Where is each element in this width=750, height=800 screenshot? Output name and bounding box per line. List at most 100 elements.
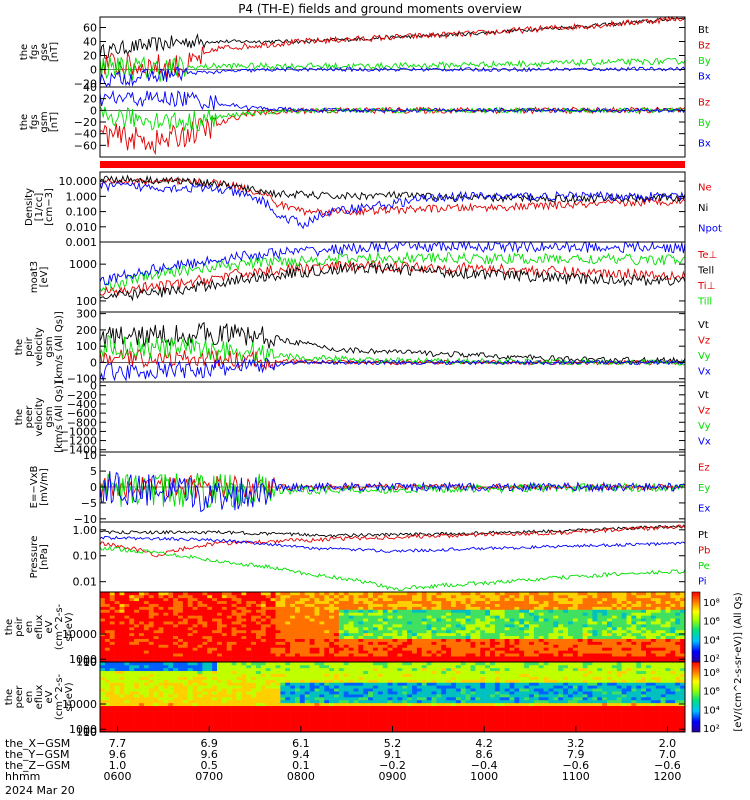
heat-cell — [377, 632, 384, 637]
heat-cell — [129, 726, 135, 730]
heat-cell — [119, 644, 125, 648]
heat-cell — [153, 708, 159, 712]
heat-cell — [602, 624, 608, 628]
heat-cell — [592, 603, 598, 607]
heat-cell — [665, 644, 671, 648]
heat-cell — [134, 699, 140, 704]
heat-cell — [304, 612, 310, 616]
heat-cell — [363, 600, 369, 604]
heat-cell — [158, 670, 164, 674]
heat-cell — [519, 629, 525, 634]
heat-cell — [397, 647, 403, 651]
y-axis-label: Density [1/cc] [cm−3] — [24, 188, 55, 226]
heat-cell — [265, 638, 271, 642]
heat-cell — [650, 594, 657, 599]
heat-cell — [480, 644, 486, 648]
heat-cell — [197, 699, 203, 704]
heat-cell — [519, 644, 525, 648]
heat-cell — [592, 609, 598, 613]
heat-cell — [304, 650, 310, 654]
heat-cell — [178, 612, 184, 616]
heat-cell — [256, 679, 262, 683]
heat-cell — [675, 638, 681, 642]
heat-cell — [412, 664, 418, 669]
heat-cell — [363, 627, 369, 631]
heat-cell — [529, 627, 535, 631]
heat-cell — [353, 711, 359, 715]
y-tick-label: 100 — [76, 295, 97, 308]
heat-cell — [212, 699, 218, 704]
heat-cell — [543, 653, 549, 657]
heat-cell — [650, 615, 657, 619]
heat-cell — [217, 717, 223, 721]
series-Pe — [99, 545, 686, 592]
heat-cell — [377, 606, 384, 610]
heat-cell — [548, 606, 554, 610]
heat-cell — [197, 603, 203, 607]
heat-cell — [343, 714, 349, 718]
heat-cell — [221, 676, 228, 680]
heat-cell — [587, 621, 593, 625]
heat-cell — [295, 653, 301, 657]
heat-cell — [148, 606, 154, 610]
heat-cell — [134, 592, 140, 596]
heat-cell — [275, 673, 281, 677]
heat-cell — [611, 635, 618, 639]
heat-cell — [616, 615, 622, 619]
heat-cell — [387, 632, 393, 637]
heat-cell — [602, 600, 608, 604]
heat-cell — [392, 632, 398, 637]
heat-cell — [343, 694, 349, 698]
heat-cell — [202, 670, 208, 674]
heat-cell — [270, 618, 276, 622]
heat-cell — [231, 609, 237, 613]
heat-cell — [114, 723, 120, 727]
heat-cell — [192, 647, 198, 651]
heat-cell — [665, 621, 671, 625]
heat-cell — [397, 699, 403, 704]
heat-cell — [387, 615, 393, 619]
heat-cell — [197, 650, 203, 654]
heat-cell — [285, 670, 291, 674]
heat-cell — [421, 662, 427, 666]
heat-cell — [299, 618, 306, 622]
heat-cell — [373, 676, 379, 680]
heat-cell — [304, 708, 310, 712]
heat-cell — [324, 629, 330, 634]
heat-cell — [455, 644, 462, 648]
heat-cell — [319, 659, 325, 663]
heat-cell — [280, 685, 286, 689]
heat-cell — [329, 708, 335, 712]
heat-cell — [592, 656, 598, 660]
heat-cell — [353, 603, 359, 607]
heat-cell — [265, 688, 271, 692]
heat-cell — [626, 659, 632, 663]
heat-cell — [197, 656, 203, 660]
heat-cell — [675, 600, 681, 604]
heat-cell — [348, 641, 354, 645]
heat-cell — [597, 603, 603, 607]
heat-cell — [275, 618, 281, 622]
heat-cell — [143, 647, 150, 651]
heat-cell — [168, 676, 174, 680]
heat-cell — [397, 664, 403, 669]
heat-cell — [407, 708, 413, 712]
heat-cell — [353, 667, 359, 672]
heat-cell — [168, 656, 174, 660]
heat-cell — [621, 650, 627, 654]
heat-cell — [636, 597, 642, 602]
heat-cell — [631, 621, 637, 625]
heat-cell — [568, 641, 574, 645]
heat-cell — [426, 711, 432, 715]
heat-cell — [402, 691, 408, 695]
heat-cell — [187, 650, 193, 654]
heat-cell — [192, 632, 198, 637]
heat-cell — [173, 656, 179, 660]
heat-cell — [407, 702, 413, 707]
heat-cell — [143, 653, 150, 657]
heat-cell — [143, 641, 150, 645]
heat-cell — [334, 632, 340, 637]
heat-cell — [426, 609, 432, 613]
heat-cell — [524, 606, 530, 610]
heat-cell — [577, 644, 583, 648]
